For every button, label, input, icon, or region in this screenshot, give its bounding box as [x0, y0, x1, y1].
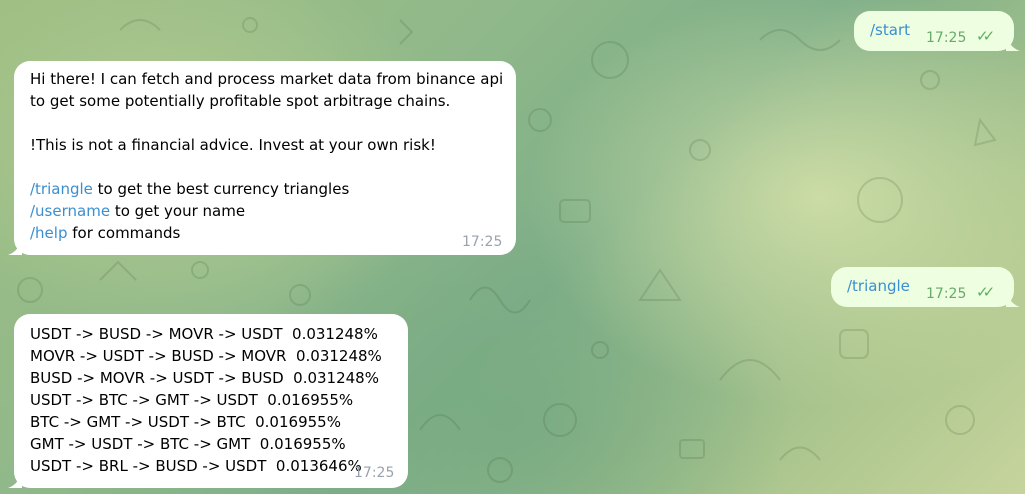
arbitrage-chain: MOVR -> USDT -> BUSD -> MOVR 0.031248%	[30, 347, 382, 365]
arbitrage-chain: BTC -> GMT -> USDT -> BTC 0.016955%	[30, 413, 341, 431]
arbitrage-chain: USDT -> BUSD -> MOVR -> USDT 0.031248%	[30, 325, 378, 343]
triangle-command-link[interactable]: /triangle	[30, 180, 93, 198]
message-start-text: /start	[870, 21, 910, 39]
arbitrage-chain: USDT -> BTC -> GMT -> USDT 0.016955%	[30, 391, 354, 409]
bubble-tail	[8, 474, 22, 488]
spacer	[30, 112, 500, 134]
greeting-line-1: Hi there! I can fetch and process market…	[30, 70, 504, 88]
command-row-help: /help for commands	[30, 222, 500, 244]
message-result-time: 17:25	[354, 465, 395, 481]
double-check-icon: ✓✓	[976, 27, 995, 45]
bubble-tail	[1006, 293, 1020, 307]
arbitrage-chain: BUSD -> MOVR -> USDT -> BUSD 0.031248%	[30, 369, 379, 387]
command-row-username: /username to get your name	[30, 200, 500, 222]
message-start-time: 17:25	[926, 30, 967, 46]
help-command-desc: for commands	[67, 224, 181, 242]
message-arbitrage-result[interactable]: USDT -> BUSD -> MOVR -> USDT 0.031248% M…	[14, 314, 408, 488]
message-greeting[interactable]: Hi there! I can fetch and process market…	[14, 61, 516, 255]
greeting-line-2: to get some potentially profitable spot …	[30, 92, 451, 110]
message-triangle-time: 17:25	[926, 286, 967, 302]
message-start[interactable]: /start 17:25 ✓✓	[854, 11, 1014, 51]
arbitrage-chain: GMT -> USDT -> BTC -> GMT 0.016955%	[30, 435, 346, 453]
double-check-icon: ✓✓	[976, 283, 995, 301]
username-command-desc: to get your name	[110, 202, 246, 220]
greeting-warning: !This is not a financial advice. Invest …	[30, 136, 436, 154]
message-triangle-text: /triangle	[847, 277, 910, 295]
message-greeting-time: 17:25	[462, 234, 503, 250]
message-triangle[interactable]: /triangle 17:25 ✓✓	[831, 267, 1014, 307]
help-command-link[interactable]: /help	[30, 224, 68, 242]
bubble-tail	[8, 241, 22, 255]
bubble-tail	[1006, 37, 1020, 51]
triangle-command-desc: to get the best currency triangles	[92, 180, 350, 198]
spacer	[30, 156, 500, 178]
command-row-triangle: /triangle to get the best currency trian…	[30, 178, 500, 200]
username-command-link[interactable]: /username	[30, 202, 111, 220]
arbitrage-chain: USDT -> BRL -> BUSD -> USDT 0.013646%	[30, 457, 362, 475]
